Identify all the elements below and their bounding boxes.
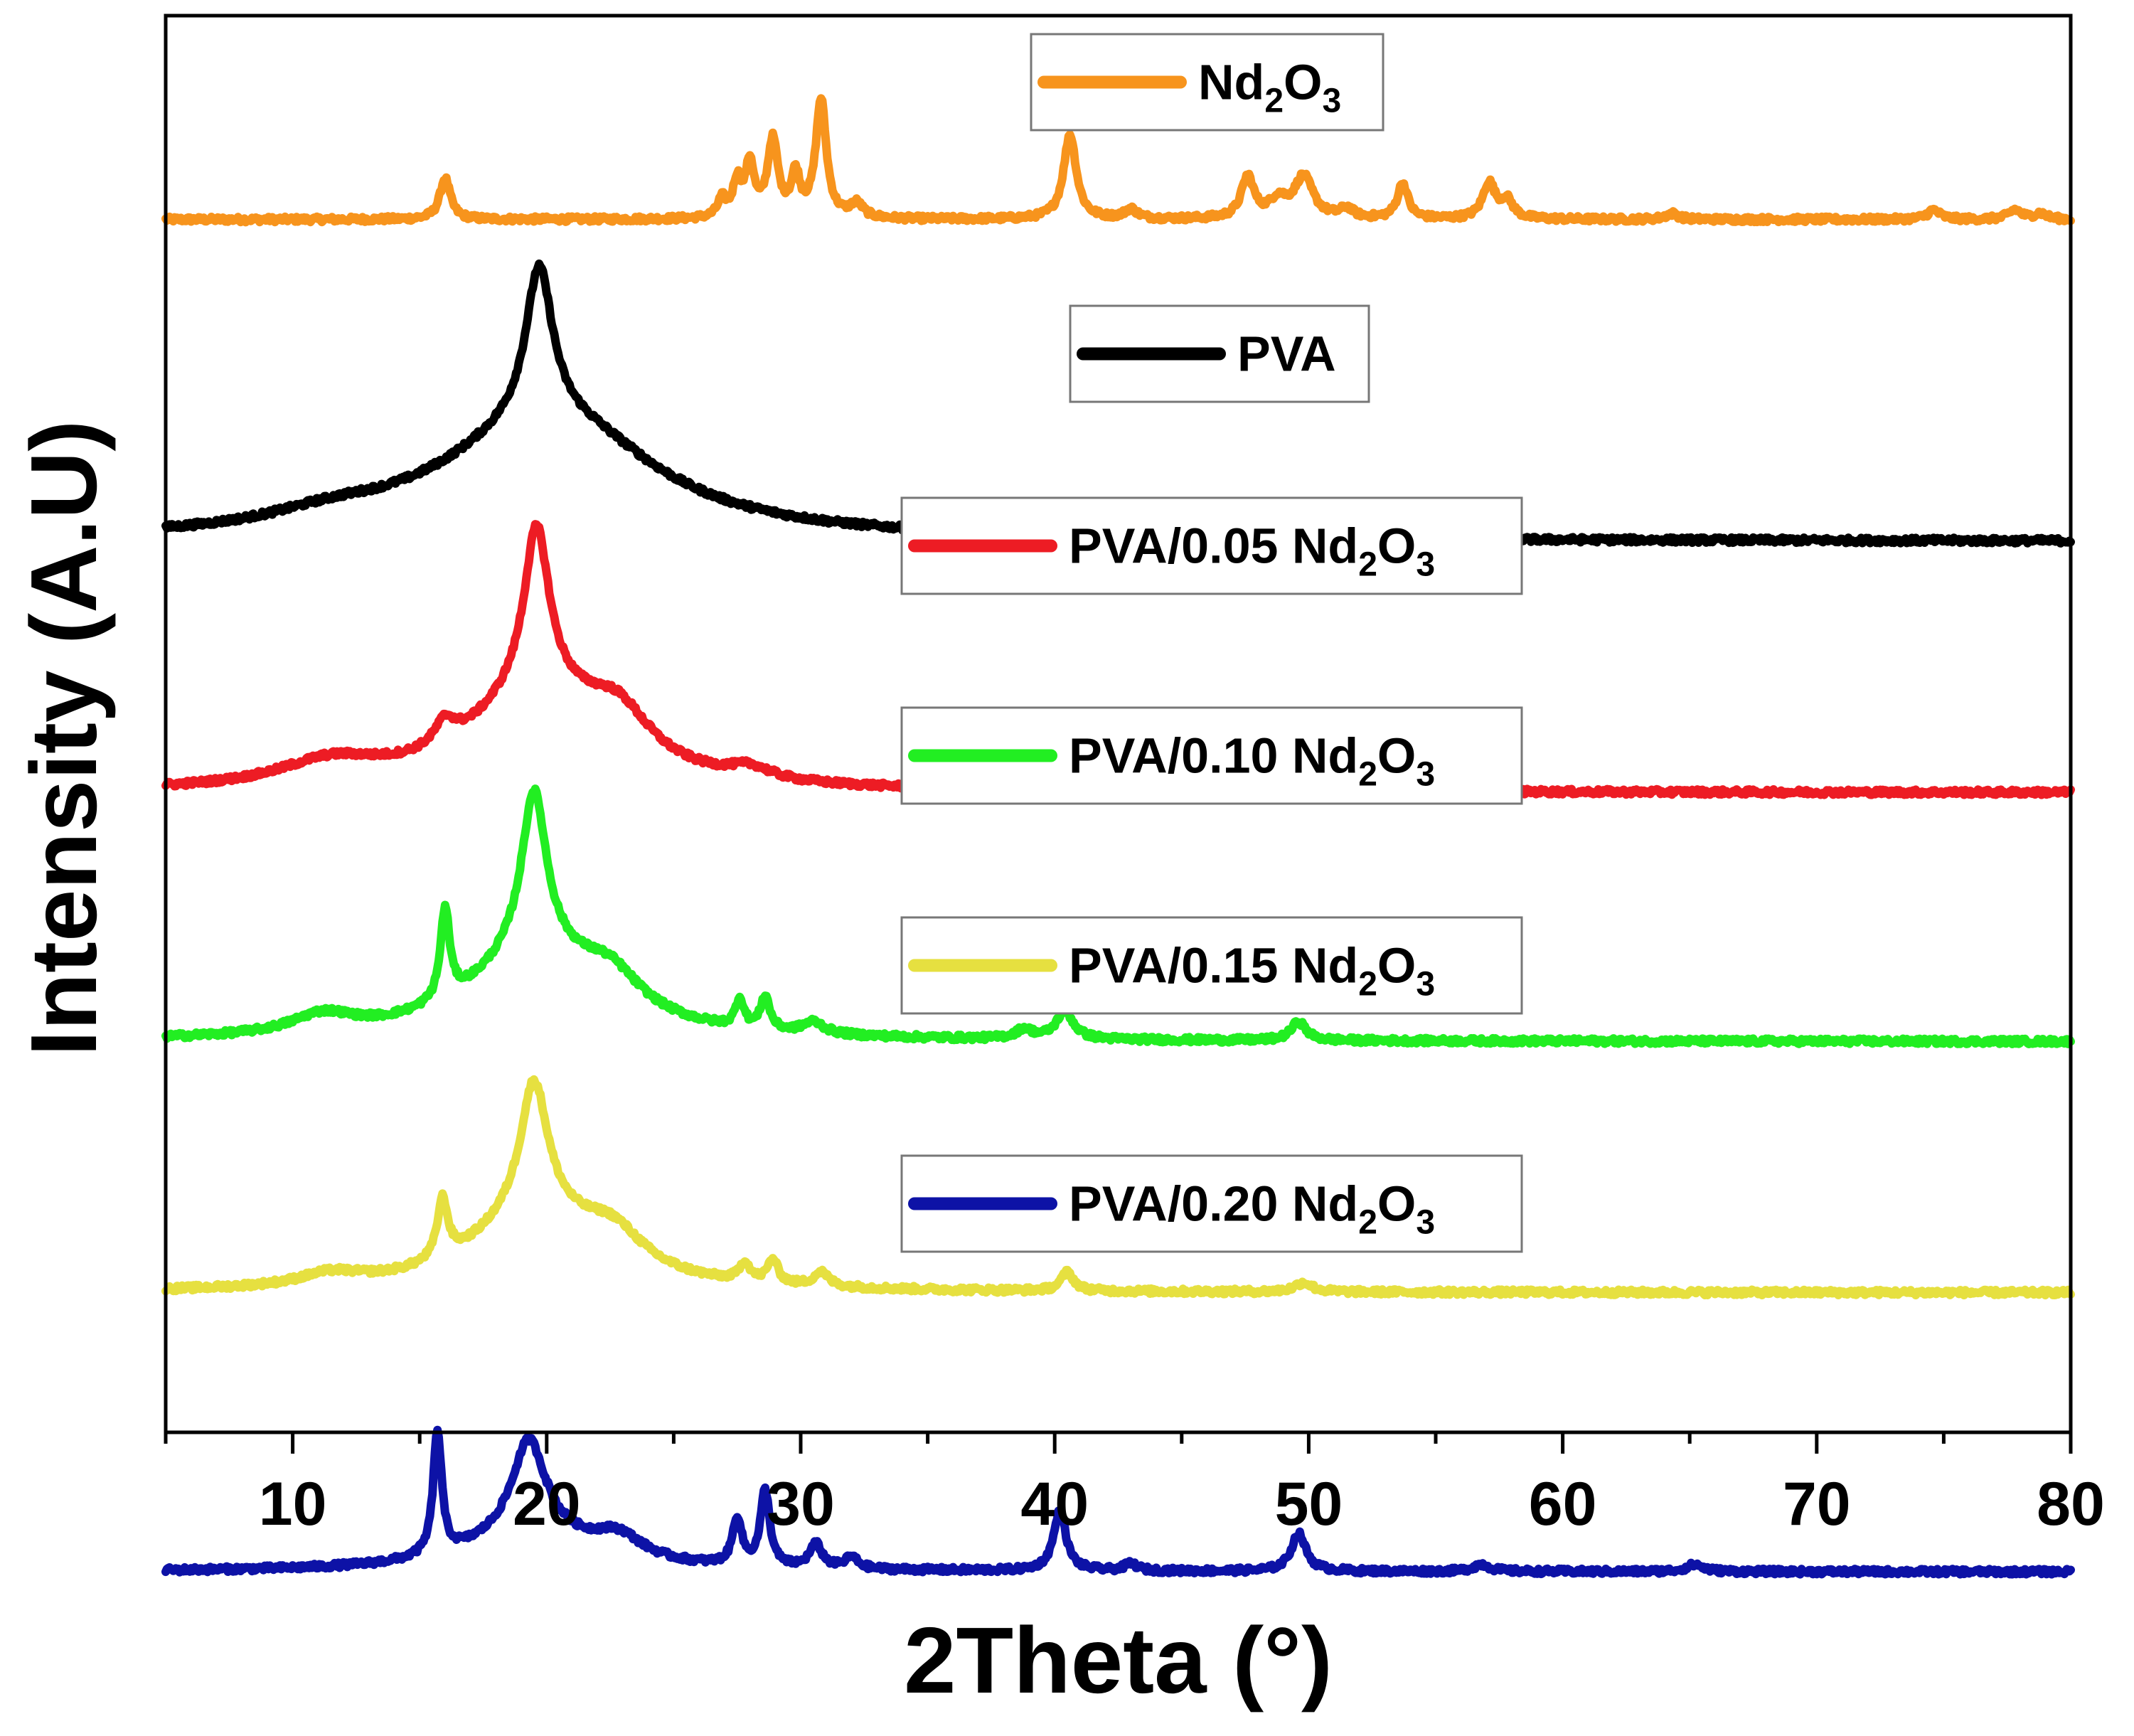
series-line-3 [161,784,2075,1048]
legend-label: Nd2O3 [1198,55,1341,120]
legend-item: Nd2O3 [1030,33,1385,132]
x-tick-label: 70 [1783,1470,1851,1538]
series-line-5 [161,1425,2075,1579]
plot-frame [164,14,2073,1434]
axis-layer: 10 20 30 40 50 60 70 80 [164,14,2105,1538]
series-line-0 [161,94,2075,227]
x-tick-label: 10 [259,1470,327,1538]
y-axis-title: Intensity (A.U) [11,420,116,1057]
legend-item: PVA [1069,304,1370,403]
legend-label: PVA [1237,326,1336,382]
legend-item: PVA/0.05 Nd2O3 [900,496,1523,595]
legend-label: PVA/0.20 Nd2O3 [1069,1176,1435,1242]
legend-label: PVA/0.10 Nd2O3 [1069,728,1435,794]
legend-label: PVA/0.05 Nd2O3 [1069,518,1435,584]
legend-item: PVA/0.15 Nd2O3 [900,916,1523,1015]
x-axis-title: 2Theta (°) [904,1608,1333,1713]
legend-label: PVA/0.15 Nd2O3 [1069,938,1435,1003]
x-tick-label: 20 [513,1470,581,1538]
x-tick-label: 40 [1020,1470,1089,1538]
legend-item: PVA/0.10 Nd2O3 [900,706,1523,805]
x-tick-label: 60 [1529,1470,1597,1538]
legend-item: PVA/0.20 Nd2O3 [900,1154,1523,1253]
x-tick-label: 80 [2037,1470,2105,1538]
x-tick-label: 50 [1275,1470,1343,1538]
x-tick-label: 30 [767,1470,835,1538]
legend-layer: Nd2O3 PVA PVA/0.05 Nd2O3 PVA/0.10 Nd2O3 PVA/… [900,33,1523,1253]
series-line-4 [161,1075,2075,1300]
